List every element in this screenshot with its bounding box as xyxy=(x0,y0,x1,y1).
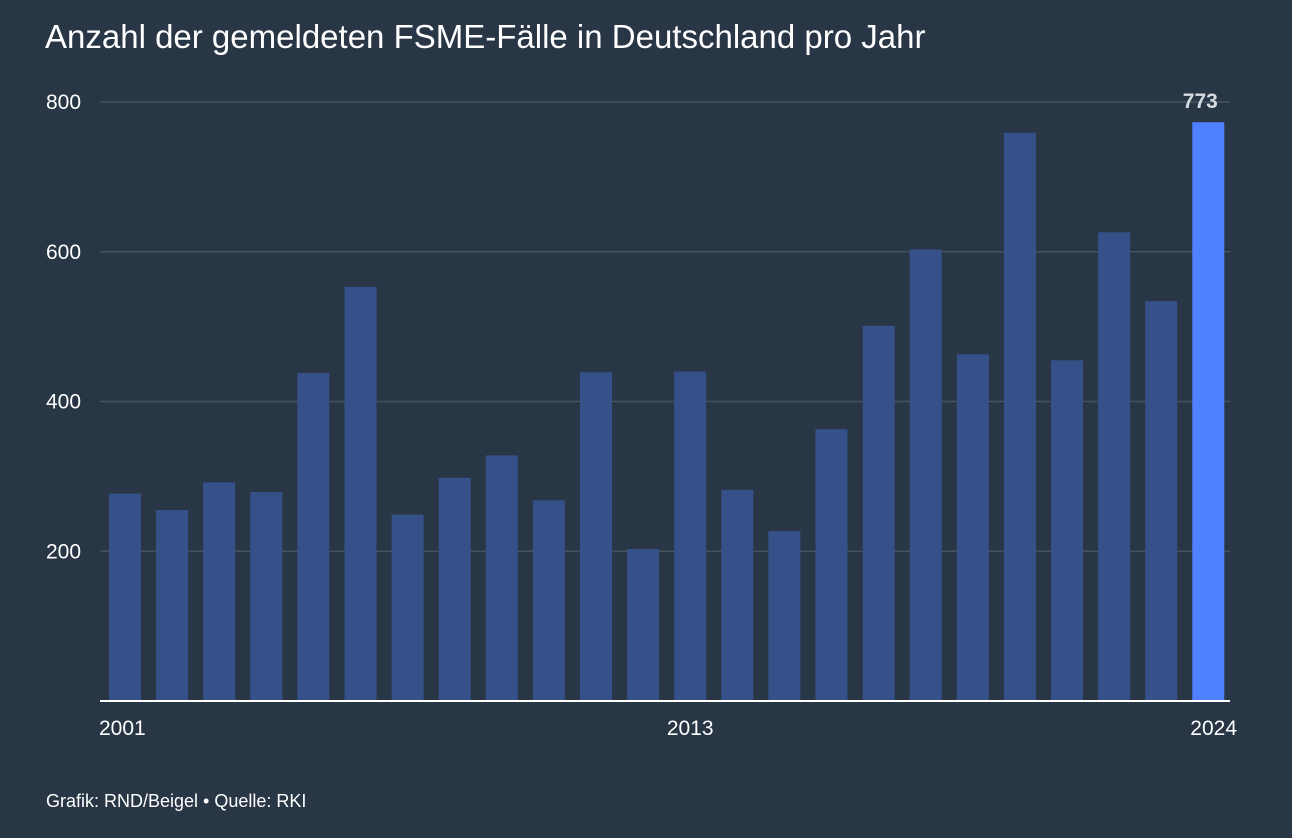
bar-2016 xyxy=(815,429,848,701)
y-tick-label: 400 xyxy=(46,391,81,414)
bar-2007 xyxy=(391,514,424,701)
bar-2012 xyxy=(627,549,660,701)
bar-2010 xyxy=(532,500,565,701)
bar-2014 xyxy=(721,489,754,701)
data-label: 773 xyxy=(1183,90,1218,113)
source-credit: Grafik: RND/Beigel • Quelle: RKI xyxy=(46,791,307,811)
y-tick-label: 800 xyxy=(46,91,81,114)
x-tick-label: 2024 xyxy=(1190,717,1237,740)
bar-2011 xyxy=(580,372,612,701)
bar-2004 xyxy=(250,492,283,701)
bar-2019 xyxy=(956,354,989,701)
bar-2024 xyxy=(1192,122,1225,701)
bar-2013 xyxy=(674,371,707,701)
bar-2009 xyxy=(485,455,518,701)
y-tick-label: 600 xyxy=(46,241,81,264)
bar-2005 xyxy=(297,373,330,701)
bar-2002 xyxy=(156,510,189,701)
bar-2018 xyxy=(909,249,942,701)
bar-2003 xyxy=(203,482,236,701)
x-tick-label: 2001 xyxy=(99,717,146,740)
bar-2008 xyxy=(438,477,471,701)
bar-2017 xyxy=(862,325,895,701)
bar-2020 xyxy=(1003,132,1036,702)
bar-2021 xyxy=(1051,360,1083,701)
bar-2006 xyxy=(344,286,377,701)
bar-2015 xyxy=(768,531,801,701)
bar-2022 xyxy=(1098,232,1131,701)
y-tick-label: 200 xyxy=(46,540,81,563)
bar-2023 xyxy=(1145,301,1178,701)
bar-2001 xyxy=(109,493,141,701)
x-tick-label: 2013 xyxy=(667,717,714,740)
chart-title: Anzahl der gemeldeten FSME-Fälle in Deut… xyxy=(45,18,926,55)
